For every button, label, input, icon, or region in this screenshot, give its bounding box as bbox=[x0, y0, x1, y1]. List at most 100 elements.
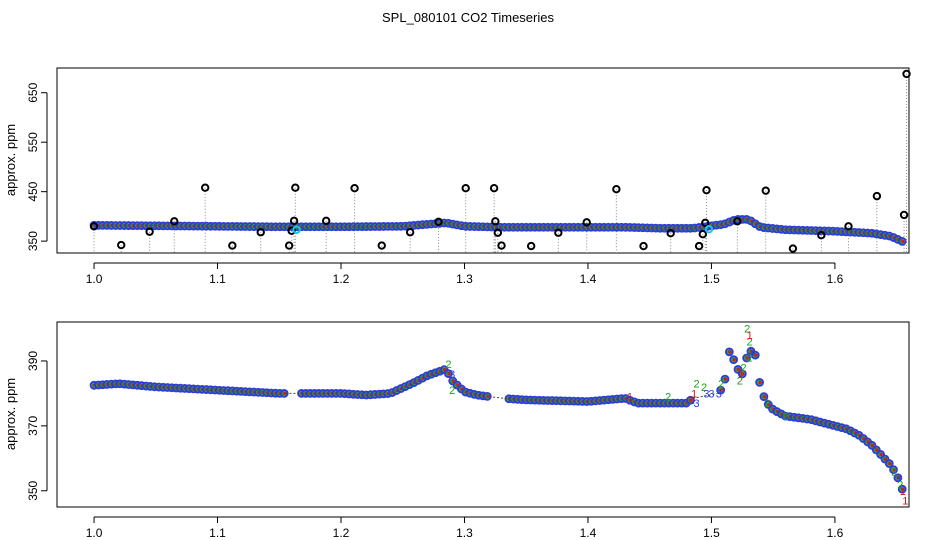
bottom-number-label: 3 bbox=[703, 388, 709, 400]
bottom-data-point-core bbox=[866, 440, 870, 444]
top-outlier-point bbox=[117, 240, 126, 250]
bottom-data-point bbox=[772, 407, 782, 416]
bottom-plot-frame bbox=[56, 321, 910, 508]
bottom-data-point bbox=[880, 454, 890, 464]
bottom-data-point bbox=[724, 347, 734, 357]
bottom-data-point-core bbox=[875, 448, 879, 452]
bottom-data-point bbox=[413, 376, 423, 385]
top-outlier-point bbox=[698, 230, 707, 239]
bottom-data-point bbox=[720, 374, 730, 384]
top-x-axis: 1.0 1.1 1.2 1.3 1.4 1.5 1.6 bbox=[86, 262, 844, 286]
top-outlier-point bbox=[289, 216, 299, 226]
bottom-data-point-core bbox=[443, 368, 447, 372]
bottom-data-point bbox=[897, 484, 907, 494]
top-outlier-point bbox=[554, 228, 563, 237]
top-y-tick-label: 450 bbox=[26, 181, 40, 201]
top-plot-frame bbox=[56, 67, 910, 254]
bottom-number-label: 2 bbox=[449, 385, 455, 397]
bottom-data-point-core bbox=[758, 380, 762, 385]
bottom-data-point bbox=[686, 395, 695, 405]
top-outlier-point bbox=[694, 241, 704, 251]
bottom-gap-connector bbox=[489, 396, 508, 400]
top-outlier-point bbox=[666, 229, 675, 238]
bottom-data-point-core bbox=[749, 349, 754, 353]
bottom-data-point bbox=[418, 373, 427, 383]
bottom-data-point bbox=[893, 473, 903, 483]
bottom-number-label: 2 bbox=[737, 375, 743, 387]
bottom-data-point bbox=[845, 426, 855, 436]
top-y-axis-label: approx. ppm bbox=[3, 124, 18, 196]
bottom-data-point bbox=[755, 377, 764, 387]
top-x-tick-label: 1.3 bbox=[456, 272, 473, 286]
top-outlier-point bbox=[526, 241, 536, 251]
bottom-data-point-core bbox=[892, 468, 896, 472]
bottom-data-point bbox=[733, 364, 743, 374]
top-outlier-point bbox=[497, 241, 506, 250]
bottom-number-label: 3 bbox=[694, 398, 700, 410]
bottom-data-point-core bbox=[689, 398, 693, 402]
top-outlier-point bbox=[844, 222, 853, 231]
top-outlier-point bbox=[489, 184, 499, 193]
bottom-data-point-core bbox=[283, 391, 287, 396]
bottom-data-point bbox=[409, 378, 419, 388]
bottom-y-axis-label: approx. ppm bbox=[3, 378, 18, 450]
bottom-number-label: 1 bbox=[691, 388, 697, 400]
figure-title: SPL_080101 CO2 Timeseries bbox=[382, 10, 554, 25]
top-outlier-point bbox=[701, 218, 710, 228]
bottom-x-tick-label: 1.4 bbox=[580, 526, 597, 540]
top-outlier-point bbox=[200, 183, 210, 192]
top-cyan-point bbox=[292, 225, 301, 234]
top-x-tick-label: 1.1 bbox=[209, 272, 226, 286]
bottom-data-point-core bbox=[754, 353, 758, 357]
bottom-number-label: 2 bbox=[665, 392, 671, 404]
bottom-number-label: 1 bbox=[627, 392, 633, 404]
top-outlier-point bbox=[170, 217, 179, 226]
top-outlier-point bbox=[899, 210, 909, 220]
bottom-number-label: 2 bbox=[445, 359, 451, 371]
bottom-x-tick-label: 1.2 bbox=[333, 526, 350, 540]
bottom-data-point-core bbox=[745, 356, 749, 360]
bottom-number-label: 2 bbox=[897, 479, 903, 491]
top-outlier-point bbox=[612, 184, 621, 194]
top-outlier-point bbox=[491, 217, 500, 226]
top-outlier-point bbox=[902, 69, 911, 79]
top-y-tick-label: 350 bbox=[26, 231, 40, 251]
bottom-data-point bbox=[716, 385, 726, 395]
bottom-x-axis: 1.0 1.1 1.2 1.3 1.4 1.5 1.6 bbox=[86, 516, 844, 540]
bottom-data-point-core bbox=[879, 452, 883, 457]
bottom-data-point-core bbox=[723, 377, 728, 381]
bottom-x-tick-label: 1.0 bbox=[86, 526, 103, 540]
bottom-data-point-core bbox=[736, 367, 741, 372]
bottom-data-point bbox=[776, 409, 786, 419]
bottom-data-point-core bbox=[762, 394, 767, 399]
top-data-point bbox=[897, 236, 907, 246]
top-outlier-point bbox=[582, 218, 591, 227]
bottom-number-label: 3 bbox=[895, 473, 901, 485]
bottom-y-tick-label: 370 bbox=[26, 416, 40, 436]
top-outlier-point bbox=[89, 222, 99, 231]
top-x-tick-label: 1.2 bbox=[333, 272, 350, 286]
top-panel: 1.0 1.1 1.2 1.3 1.4 1.5 1.6 350 450 550 650 appro… bbox=[3, 67, 911, 286]
bottom-number-label: 2 bbox=[701, 382, 707, 394]
top-outlier-point bbox=[872, 191, 882, 201]
top-outlier-point bbox=[405, 228, 415, 237]
top-outlier-point bbox=[761, 186, 770, 195]
top-x-tick-label: 1.4 bbox=[580, 272, 597, 286]
bottom-number-label: 3 bbox=[708, 388, 714, 400]
top-outlier-point bbox=[350, 184, 359, 193]
bottom-data-point-core bbox=[728, 350, 732, 354]
bottom-number-label: 2 bbox=[782, 411, 788, 423]
bottom-data-point bbox=[763, 400, 773, 409]
top-y-tick-label: 650 bbox=[26, 82, 40, 102]
bottom-data-point bbox=[850, 428, 860, 438]
top-outlier-point bbox=[284, 241, 294, 250]
top-x-tick-label: 1.0 bbox=[86, 272, 103, 286]
bottom-data-point bbox=[742, 353, 752, 363]
bottom-number-label: 1 bbox=[900, 486, 906, 498]
bottom-number-label: 3 bbox=[749, 346, 755, 358]
bottom-data-point bbox=[737, 369, 747, 379]
top-outlier-point bbox=[291, 183, 300, 192]
bottom-data-point-core bbox=[719, 388, 723, 392]
